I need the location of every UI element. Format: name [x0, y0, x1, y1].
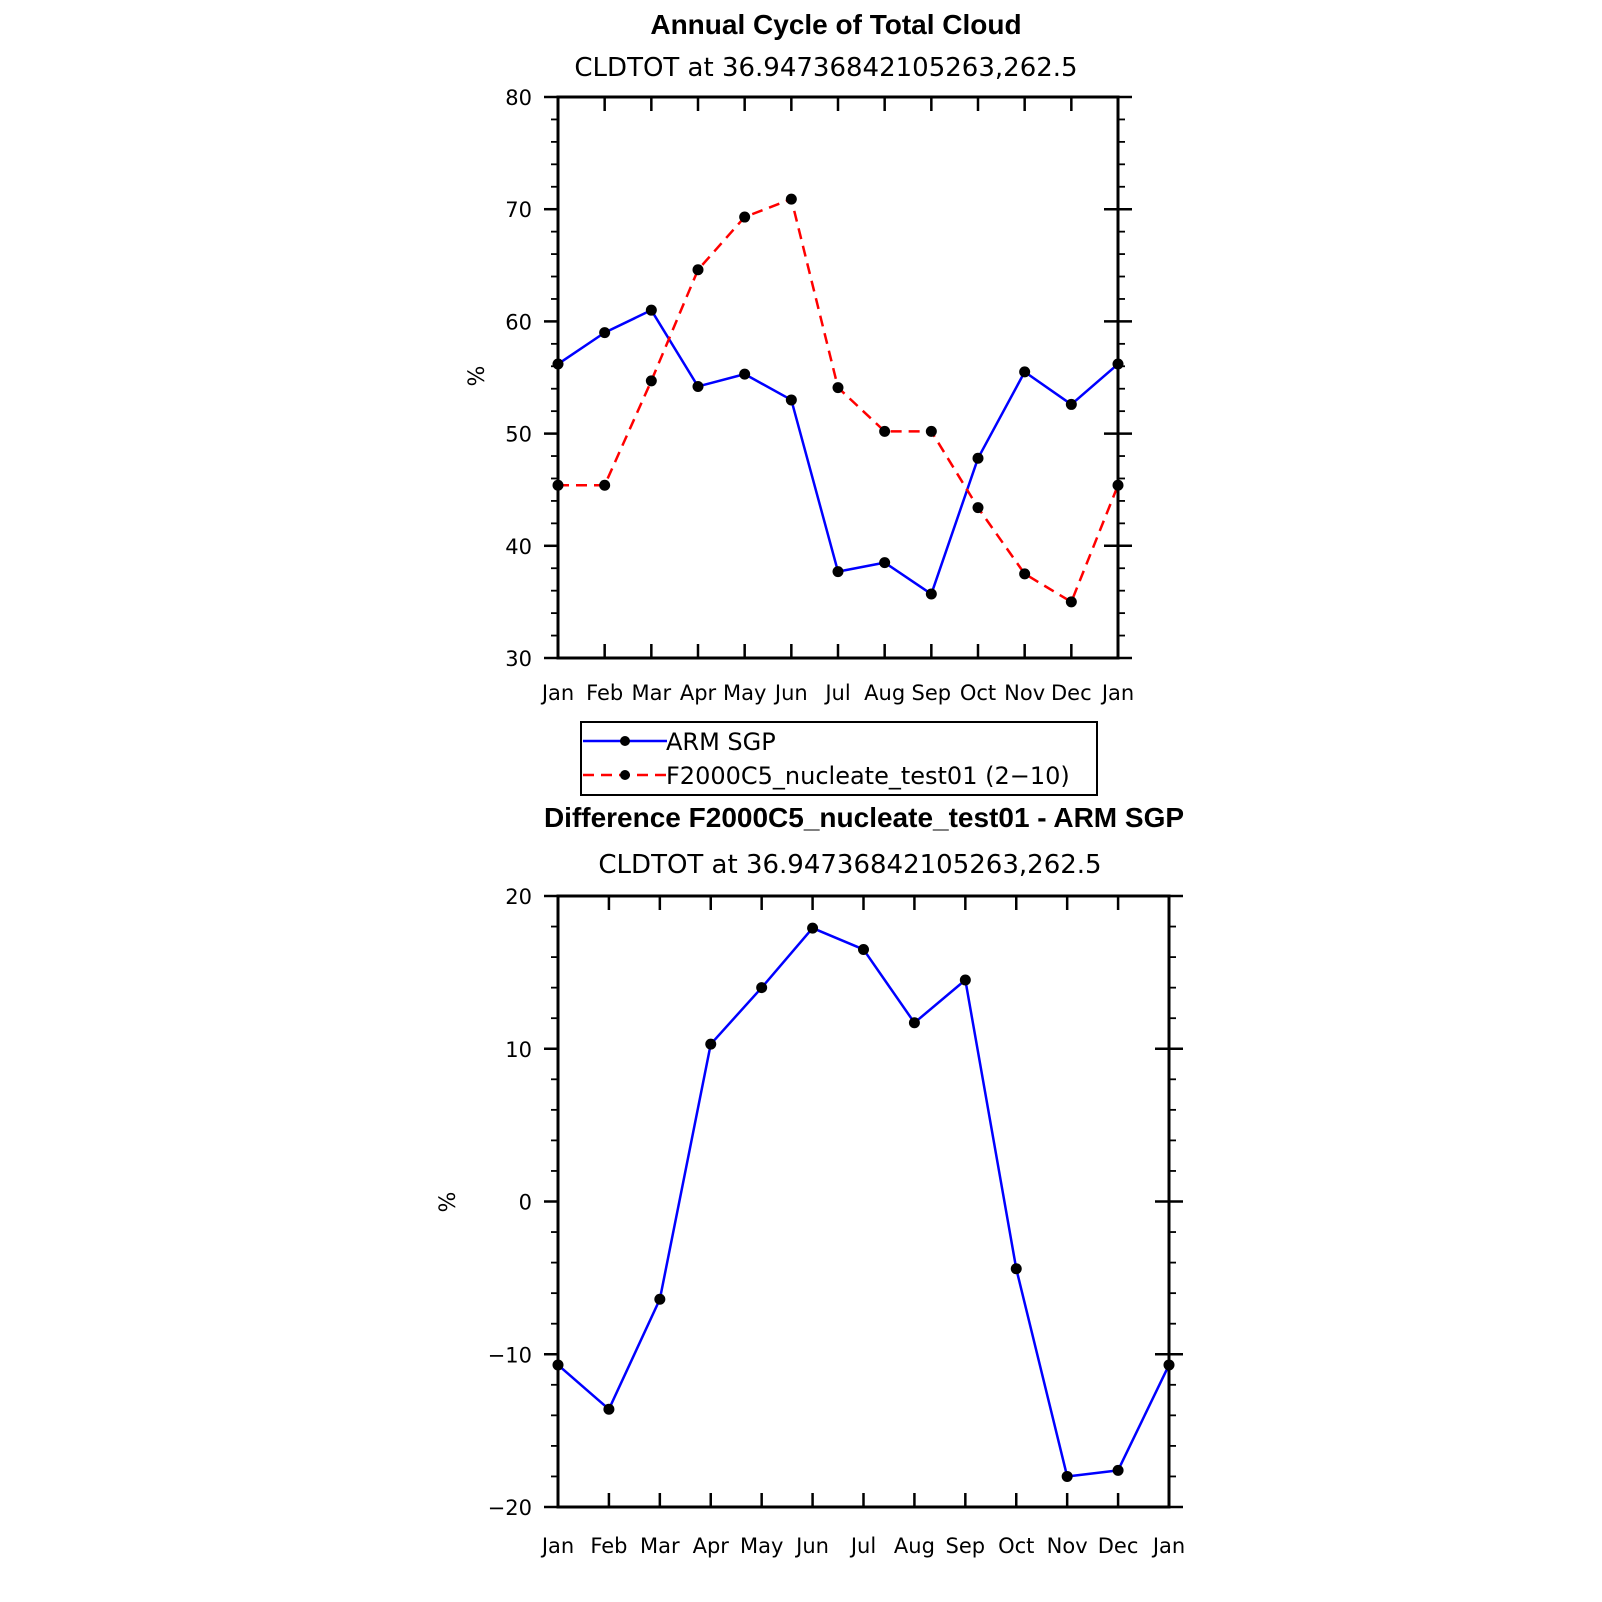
- y-tick-label: 30: [505, 647, 532, 671]
- data-point: [654, 1293, 666, 1305]
- data-point: [1065, 596, 1077, 608]
- x-tick-label: Oct: [998, 1534, 1034, 1558]
- chart-title: Annual Cycle of Total Cloud: [650, 9, 1021, 40]
- y-tick-label: −20: [488, 1496, 532, 1520]
- x-tick-label: Feb: [590, 1534, 627, 1558]
- x-tick-label: Feb: [586, 681, 623, 705]
- legend: ARM SGP F2000C5_nucleate_test01 (2−10): [580, 721, 1098, 796]
- data-point: [972, 452, 984, 464]
- data-point: [1112, 1464, 1124, 1476]
- data-point: [603, 1403, 615, 1415]
- y-tick-label: 40: [505, 535, 532, 559]
- x-tick-label: May: [723, 681, 766, 705]
- data-point: [599, 479, 611, 491]
- x-tick-label: Mar: [640, 1534, 680, 1558]
- y-tick-label: 20: [505, 885, 532, 909]
- data-point: [832, 566, 844, 578]
- x-tick-label: Oct: [960, 681, 996, 705]
- x-tick-label: Aug: [864, 681, 905, 705]
- series-line: [557, 308, 1119, 596]
- data-point: [879, 557, 891, 569]
- x-tick-label: Sep: [946, 1534, 986, 1558]
- data-point: [879, 425, 891, 437]
- legend-label-model: F2000C5_nucleate_test01 (2−10): [666, 762, 1070, 790]
- data-point: [1065, 398, 1077, 410]
- data-point: [599, 327, 611, 339]
- chart-subtitle: CLDTOT at 36.94736842105263,262.5: [574, 53, 1077, 83]
- y-tick-label: −10: [488, 1343, 532, 1367]
- data-point: [908, 1017, 920, 1029]
- data-point: [807, 922, 819, 934]
- data-point: [785, 394, 797, 406]
- series-line: [558, 197, 1120, 604]
- x-tick-label: Jun: [773, 681, 808, 705]
- legend-marker-arm-sgp: [620, 736, 630, 746]
- y-axis-label: %: [436, 1192, 461, 1213]
- axis-ticks: Jan Feb Mar Apr May Jun Jul Aug Sep Oct Nov Dec Jan 3…: [505, 86, 1134, 705]
- chart-subtitle: CLDTOT at 36.94736842105263,262.5: [598, 850, 1101, 880]
- series-layer: [552, 193, 1124, 608]
- data-point: [645, 304, 657, 316]
- data-point: [692, 264, 704, 276]
- data-point: [1010, 1263, 1022, 1275]
- series-layer: [552, 922, 1175, 1482]
- legend-label-arm-sgp: ARM SGP: [666, 728, 776, 756]
- x-tick-label: Aug: [894, 1534, 935, 1558]
- x-tick-label: Apr: [693, 1534, 730, 1558]
- x-tick-label: Nov: [1004, 681, 1045, 705]
- y-tick-label: 10: [505, 1038, 532, 1062]
- data-point: [925, 588, 937, 600]
- series-line: [557, 926, 1171, 1478]
- data-point: [756, 982, 768, 994]
- y-tick-label: 60: [505, 310, 532, 334]
- data-point: [1061, 1470, 1073, 1482]
- difference-panel: Difference F2000C5_nucleate_test01 - ARM…: [436, 802, 1185, 1558]
- data-point: [959, 974, 971, 986]
- data-point: [925, 425, 937, 437]
- data-point: [739, 368, 751, 380]
- data-point: [739, 211, 751, 223]
- data-point: [1019, 366, 1031, 378]
- data-point: [705, 1038, 717, 1050]
- data-point: [785, 193, 797, 205]
- y-tick-label: 0: [519, 1191, 532, 1215]
- plot-frame: [556, 95, 1120, 660]
- x-tick-label: Mar: [632, 681, 672, 705]
- x-tick-label: Jan: [540, 681, 574, 705]
- data-point: [858, 943, 869, 955]
- x-tick-label: Dec: [1098, 1534, 1139, 1558]
- data-point: [1019, 568, 1031, 580]
- x-tick-label: Nov: [1047, 1534, 1088, 1558]
- legend-box: [580, 721, 1098, 796]
- x-tick-label: Jan: [1100, 681, 1134, 705]
- data-point: [972, 502, 984, 514]
- legend-marker-model: [620, 770, 630, 780]
- y-axis-label: %: [465, 366, 490, 387]
- data-point: [645, 375, 657, 387]
- y-tick-label: 80: [505, 86, 532, 110]
- x-tick-label: Jul: [849, 1534, 876, 1558]
- x-tick-label: Apr: [680, 681, 717, 705]
- data-point: [832, 382, 844, 394]
- chart-title: Difference F2000C5_nucleate_test01 - ARM…: [544, 802, 1184, 833]
- x-tick-label: Jan: [1151, 1534, 1185, 1558]
- annual-cycle-panel: Annual Cycle of Total Cloud CLDTOT at 36…: [465, 9, 1134, 796]
- x-tick-label: Jul: [823, 681, 850, 705]
- x-tick-label: Jan: [540, 1534, 574, 1558]
- x-tick-label: Jun: [794, 1534, 829, 1558]
- y-tick-label: 70: [505, 198, 532, 222]
- x-tick-label: May: [740, 1534, 783, 1558]
- axis-ticks: Jan Feb Mar Apr May Jun Jul Aug Sep Oct Nov Dec Jan−…: [488, 885, 1186, 1558]
- x-tick-label: Dec: [1051, 681, 1092, 705]
- plot-frame: [556, 894, 1171, 1509]
- x-tick-label: Sep: [912, 681, 952, 705]
- data-point: [692, 380, 704, 392]
- y-tick-label: 50: [505, 423, 532, 447]
